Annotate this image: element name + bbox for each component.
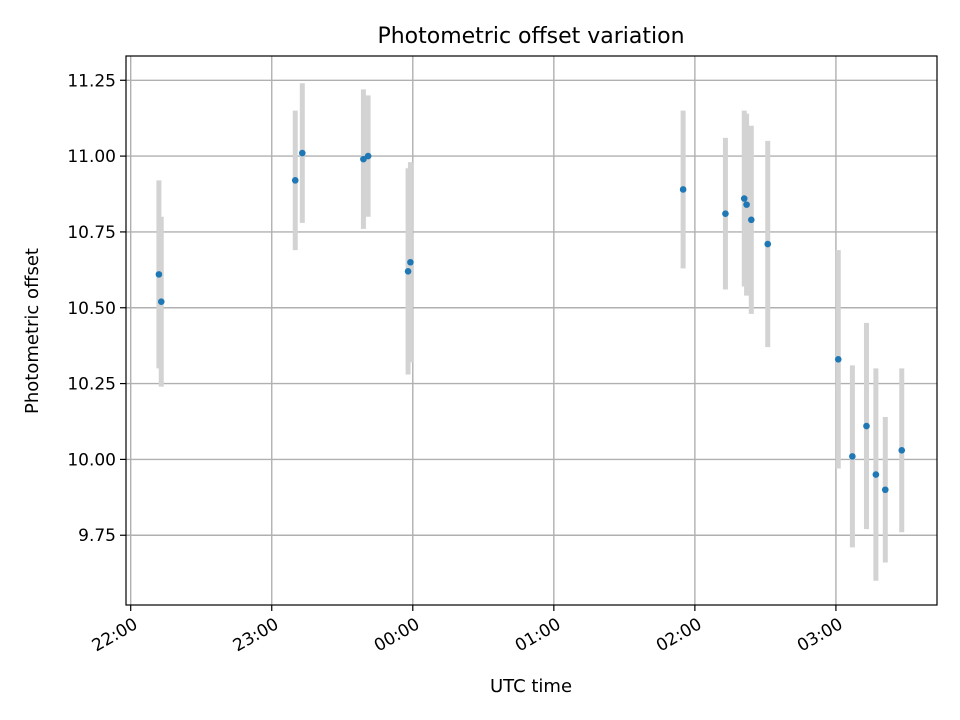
data-point bbox=[849, 453, 856, 460]
data-point bbox=[360, 155, 367, 163]
data-point bbox=[407, 258, 414, 266]
data-point bbox=[679, 186, 687, 193]
data-point bbox=[364, 152, 372, 160]
x-axis-label: UTC time bbox=[490, 676, 572, 697]
y-tick-label: 11.25 bbox=[67, 71, 116, 91]
y-tick-label: 10.00 bbox=[67, 450, 116, 470]
data-point bbox=[834, 356, 842, 363]
chart-title: Photometric offset variation bbox=[377, 24, 684, 49]
data-point bbox=[157, 298, 165, 305]
y-tick-label: 10.25 bbox=[67, 375, 116, 395]
data-points bbox=[155, 149, 906, 494]
data-point bbox=[722, 210, 729, 218]
y-tick-label: 10.75 bbox=[67, 223, 116, 243]
data-point bbox=[898, 447, 906, 454]
data-point bbox=[404, 268, 412, 275]
y-tick-label: 10.50 bbox=[67, 299, 116, 319]
data-point bbox=[881, 486, 889, 494]
data-point bbox=[747, 216, 755, 224]
data-point bbox=[863, 422, 870, 430]
plot-frame bbox=[125, 55, 938, 606]
data-point bbox=[299, 149, 306, 157]
y-axis-ticks: 9.75 10.00 10.25 10.50 10.75 11.00 11.25 bbox=[67, 71, 126, 546]
data-point bbox=[740, 195, 748, 202]
data-point bbox=[872, 471, 880, 478]
y-axis-label: Photometric offset bbox=[22, 248, 43, 414]
y-tick-label: 9.75 bbox=[78, 526, 116, 546]
data-point bbox=[743, 201, 750, 208]
y-tick-label: 11.00 bbox=[67, 147, 116, 167]
data-point bbox=[155, 271, 163, 278]
data-point bbox=[764, 240, 772, 248]
data-point bbox=[291, 177, 299, 184]
